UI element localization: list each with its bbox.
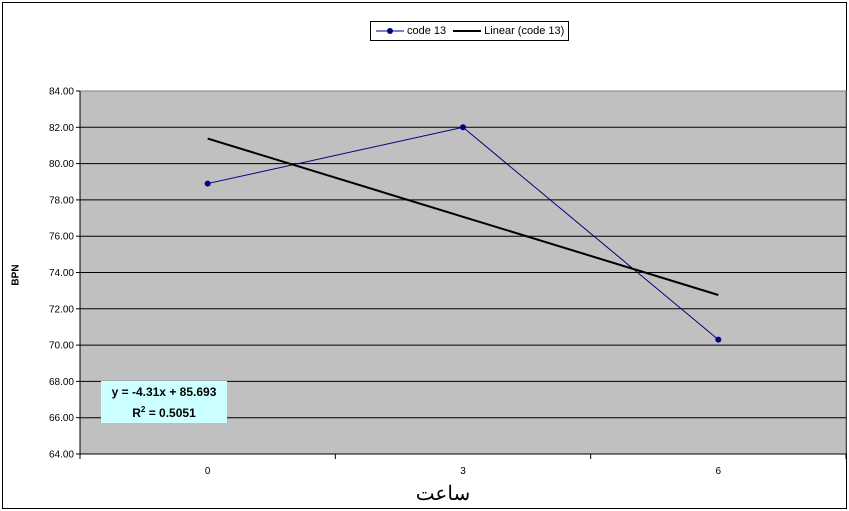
- legend-item-linear: Linear (code 13): [452, 25, 564, 37]
- y-axis-label: BPN: [10, 264, 22, 286]
- chart-svg: 64.00 66.00 68.00 70.00 72.00 74.00 76.00 78.00…: [49, 87, 847, 477]
- y-tick-label: 80.00: [49, 159, 74, 170]
- y-tick-label: 70.00: [49, 341, 74, 352]
- x-tick-label: 3: [460, 466, 466, 477]
- y-tick-label: 76.00: [49, 232, 74, 243]
- trendline: [207, 137, 719, 296]
- x-tick-label: 6: [716, 466, 722, 477]
- legend-label-linear: Linear (code 13): [484, 25, 565, 37]
- y-tick-label: 84.00: [49, 87, 74, 98]
- y-tick-label: 66.00: [49, 413, 74, 424]
- y-tick-label: 72.00: [49, 304, 74, 315]
- x-axis-label: ساعت: [415, 481, 471, 505]
- data-point: [715, 336, 722, 343]
- legend-label-code-13: code 13: [407, 25, 447, 37]
- data-point: [204, 180, 211, 187]
- y-tick-label: 64.00: [49, 450, 74, 461]
- y-tick-label: 78.00: [49, 195, 74, 206]
- trendline-equation-box: y = -4.31x + 85.693 R2 = 0.5051: [101, 381, 227, 423]
- legend: code 13 Linear (code 13): [370, 21, 570, 41]
- y-tick-label: 82.00: [49, 123, 74, 134]
- x-tick-label: 0: [205, 466, 211, 477]
- data-point: [460, 124, 466, 131]
- y-tick-label: 68.00: [49, 377, 74, 388]
- legend-swatch-code-13-icon: [376, 28, 404, 34]
- y-tick-label: 74.00: [49, 268, 74, 279]
- trendline-r-squared: R2 = 0.5051: [132, 405, 196, 420]
- legend-swatch-linear-icon: [453, 30, 482, 32]
- trendline-equation: y = -4.31x + 85.693: [111, 385, 217, 399]
- legend-item-code-13: code 13: [375, 25, 446, 37]
